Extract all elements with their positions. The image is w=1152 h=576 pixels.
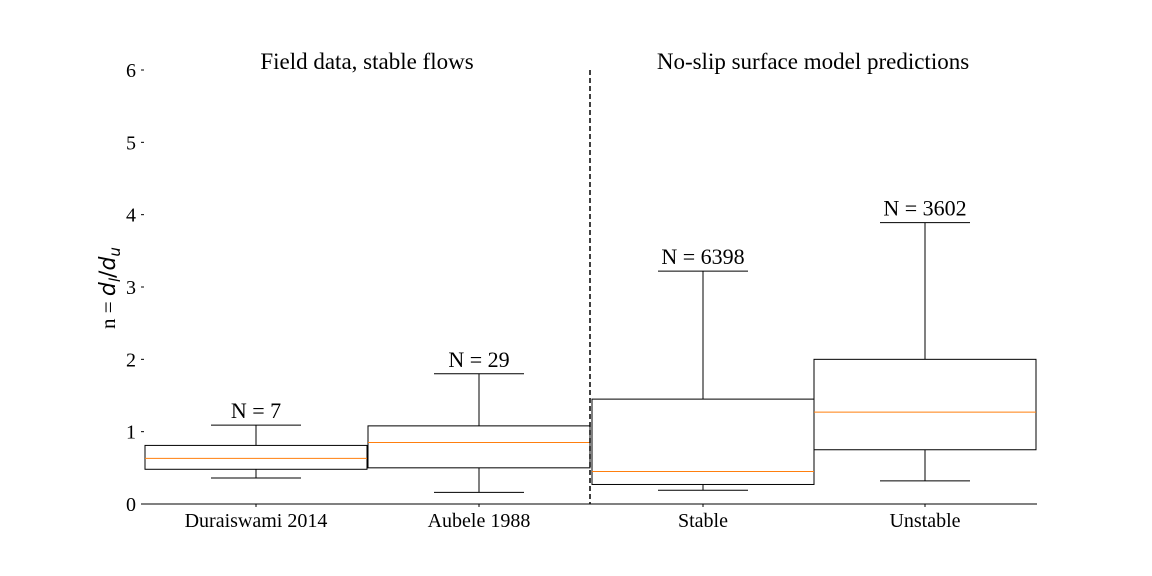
y-axis-label-part: d — [96, 256, 121, 271]
n-label: N = 7 — [231, 398, 281, 423]
boxes: N = 7 N = 29 N = 6398 N = 3602 — [144, 196, 1037, 493]
y-tick-label: 0 — [126, 494, 136, 516]
y-tick-label: 2 — [126, 349, 136, 371]
y-axis-label-part: n = — [96, 296, 120, 329]
n-label: N = 3602 — [883, 196, 966, 221]
x-tick-label: Duraiswami 2014 — [185, 510, 328, 532]
iqr-box — [144, 444, 368, 470]
group-titles: Field data, stable flows No-slip surface … — [260, 49, 969, 74]
x-tick-label: Unstable — [889, 510, 960, 532]
y-tick-label: 3 — [126, 277, 136, 299]
iqr-box — [367, 425, 591, 469]
y-tick-label: 4 — [126, 205, 136, 227]
box-2: N = 6398 — [591, 244, 815, 491]
iqr-box — [813, 358, 1037, 451]
y-axis: 0 1 2 3 4 5 6 — [126, 60, 144, 516]
y-axis-label-part: d — [96, 281, 121, 296]
n-label: N = 29 — [448, 347, 509, 372]
group-title: No-slip surface model predictions — [657, 49, 969, 74]
y-axis-label-part: l — [106, 277, 124, 282]
box-1: N = 29 — [367, 347, 591, 493]
y-tick-label: 6 — [126, 60, 136, 82]
box-3: N = 3602 — [813, 196, 1037, 482]
y-axis-label-part: / — [96, 270, 121, 278]
x-tick-label: Stable — [678, 510, 728, 532]
y-axis-label-part: u — [106, 247, 124, 257]
group-title: Field data, stable flows — [260, 49, 473, 74]
x-tick-label: Aubele 1988 — [428, 510, 531, 532]
n-label: N = 6398 — [661, 244, 744, 269]
x-axis: Duraiswami 2014 Aubele 1988 Stable Unstable — [144, 503, 1037, 532]
y-tick-label: 5 — [126, 132, 136, 154]
y-axis-label: n = dl/du — [96, 247, 124, 329]
box-0: N = 7 — [144, 398, 368, 479]
y-tick-label: 1 — [126, 422, 136, 444]
